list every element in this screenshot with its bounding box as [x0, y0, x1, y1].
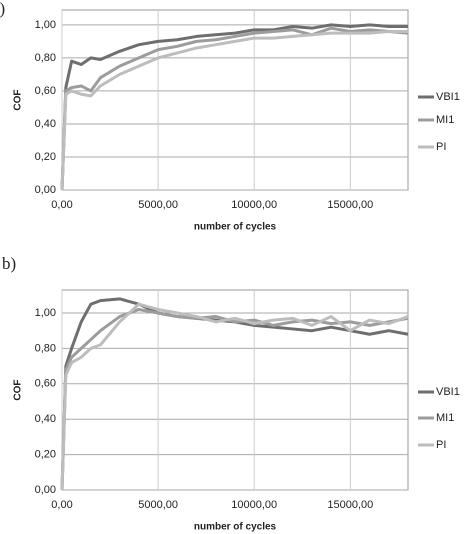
x-tick-label: 15000,00: [327, 499, 373, 511]
series-line: [60, 29, 408, 191]
x-tick-label: 10000,00: [231, 199, 277, 211]
legend-label: PI: [436, 439, 446, 451]
legend-label: MI1: [436, 412, 454, 424]
y-tick-label: 0,60: [35, 85, 56, 97]
x-tick-label: 5000,00: [138, 499, 178, 511]
x-tick-label: 5000,00: [138, 199, 178, 211]
y-tick-label: 0,80: [35, 342, 56, 354]
x-axis-label: number of cycles: [194, 522, 277, 533]
x-axis-label: number of cycles: [194, 222, 277, 233]
y-axis-label: COF: [13, 379, 24, 400]
y-axis-label: COF: [13, 89, 24, 110]
series-line: [60, 23, 408, 191]
x-tick-label: 0,00: [51, 199, 72, 211]
y-tick-label: 0,20: [35, 449, 56, 461]
legend-label: VBI1: [436, 91, 460, 103]
x-tick-label: 10000,00: [231, 499, 277, 511]
y-tick-label: 0,80: [35, 52, 56, 64]
legend-label: VBI1: [436, 386, 460, 398]
y-tick-label: 1,00: [35, 19, 56, 31]
legend-label: PI: [436, 141, 446, 153]
y-tick-label: 0,00: [35, 484, 56, 496]
y-tick-label: 1,00: [35, 307, 56, 319]
y-tick-label: 0,60: [35, 378, 56, 390]
y-tick-label: 0,20: [35, 151, 56, 163]
panel-label: a): [0, 0, 5, 18]
x-tick-label: 15000,00: [327, 199, 373, 211]
x-tick-label: 0,00: [51, 499, 72, 511]
y-tick-label: 0,00: [35, 184, 56, 196]
series-line: [60, 26, 409, 191]
panel-label: b): [2, 254, 16, 273]
y-tick-label: 0,40: [35, 118, 56, 130]
series-line: [60, 302, 409, 491]
legend-label: MI1: [436, 114, 454, 126]
y-tick-label: 0,40: [35, 413, 56, 425]
